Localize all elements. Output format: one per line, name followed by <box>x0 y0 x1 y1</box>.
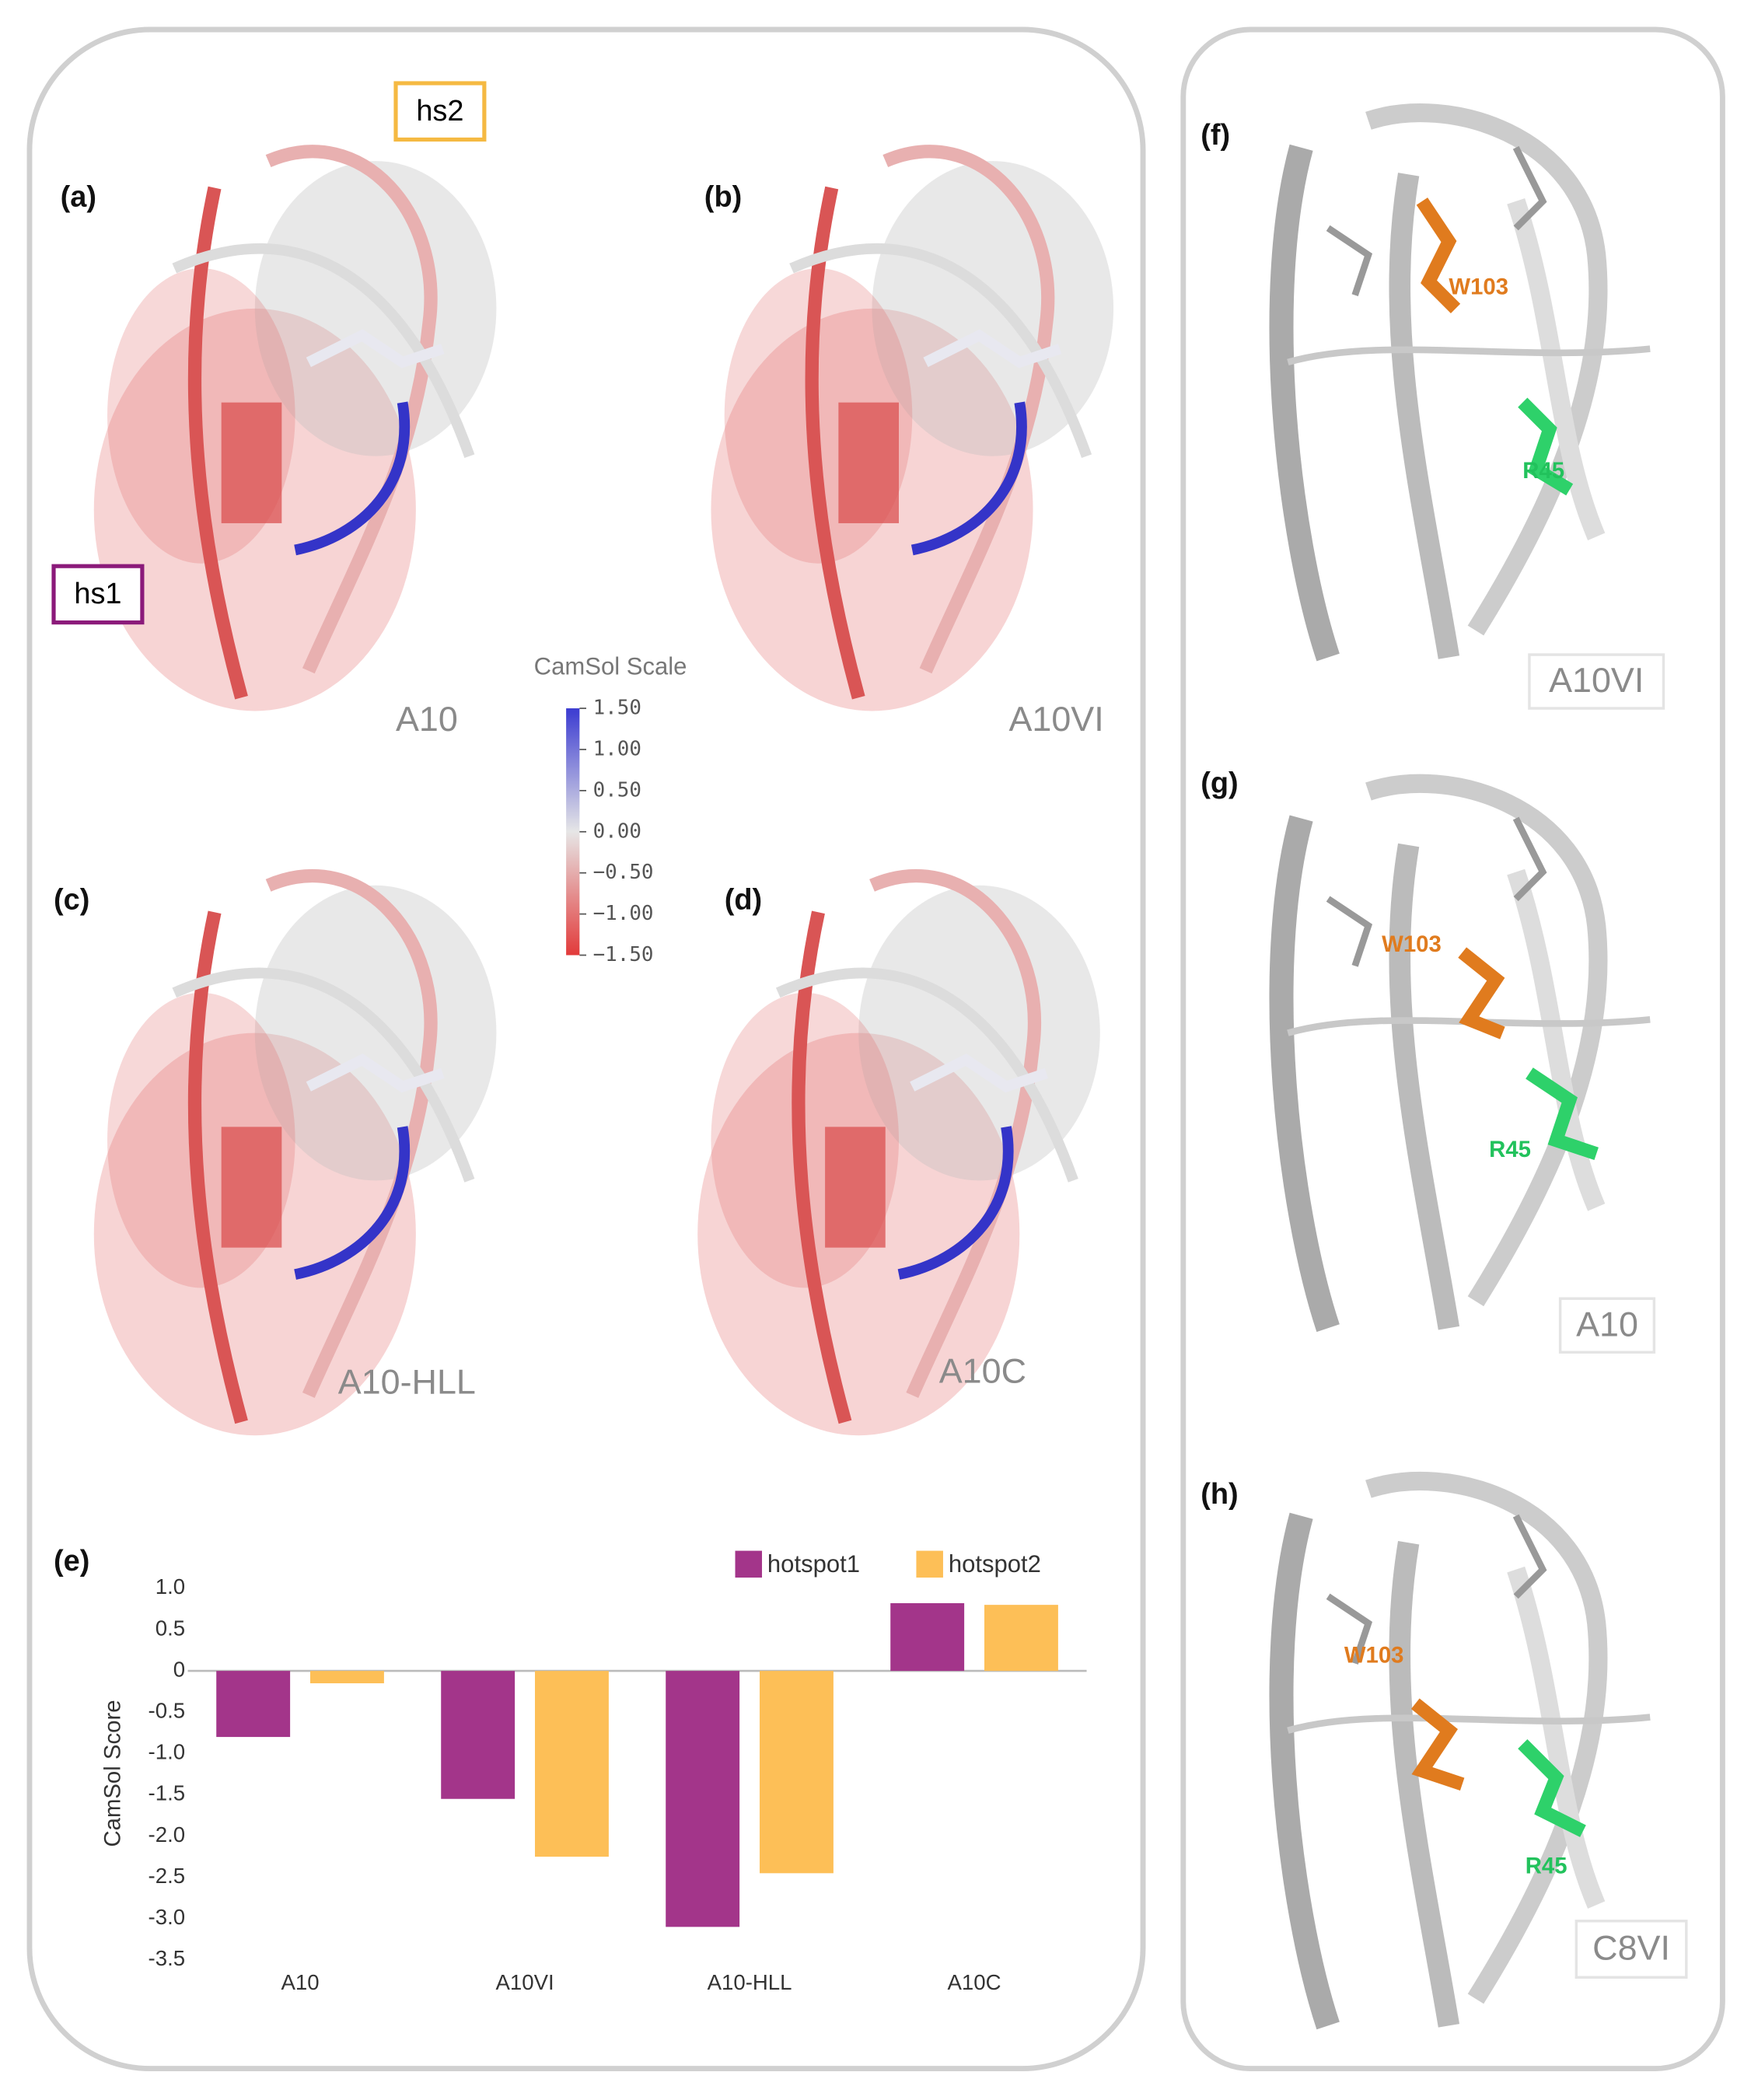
y-tick-label: -2.5 <box>149 1864 186 1888</box>
y-tick-label: -1.0 <box>149 1740 186 1764</box>
panel-label: (f) <box>1201 119 1230 152</box>
variant-name: A10C <box>939 1351 1026 1391</box>
colorbar-tick-label: 1.50 <box>593 697 641 720</box>
panel-label: (h) <box>1201 1478 1238 1511</box>
y-tick-label: -2.0 <box>149 1822 186 1847</box>
panel-frame <box>1180 26 1725 2072</box>
variant-name: A10VI <box>1549 660 1644 700</box>
colorbar-tick-label: −1.50 <box>593 943 654 966</box>
hotspot-box <box>51 564 145 625</box>
x-tick-label: A10 <box>281 1970 320 1994</box>
legend-label: hotspot2 <box>949 1550 1041 1578</box>
hotspot-label: hs1 <box>74 578 121 610</box>
y-tick-label: 1.0 <box>156 1574 185 1599</box>
variant-name: A10 <box>1576 1304 1638 1344</box>
bar <box>534 1671 609 1857</box>
protein-b <box>711 152 1113 711</box>
name-box <box>1574 1920 1688 1979</box>
colorbar-tick-label: 0.00 <box>593 819 641 843</box>
residue-label: R45 <box>1489 1137 1531 1162</box>
bar <box>309 1671 384 1684</box>
bar <box>666 1671 740 1927</box>
x-tick-label: A10-HLL <box>708 1970 792 1994</box>
x-tick-label: A10VI <box>495 1970 554 1994</box>
protein-c <box>94 876 497 1436</box>
hotspot-box <box>393 81 487 142</box>
colorbar <box>566 708 580 956</box>
residue-label: W103 <box>1449 274 1508 300</box>
bar <box>759 1671 834 1874</box>
colorbar-tick-label: 0.50 <box>593 778 641 802</box>
bar <box>216 1671 291 1738</box>
protein-f <box>1281 113 1650 657</box>
residue-label: R45 <box>1522 458 1564 484</box>
residue-label: R45 <box>1526 1854 1568 1879</box>
colorbar-tick-label: −0.50 <box>593 861 654 884</box>
y-tick-label: -1.5 <box>149 1781 186 1805</box>
panel-frame <box>26 26 1146 2072</box>
protein-d <box>697 876 1100 1436</box>
colorbar-title: CamSol Scale <box>534 652 687 680</box>
bar <box>441 1671 516 1799</box>
variant-name: A10 <box>396 699 458 739</box>
panel-label: (c) <box>54 884 89 917</box>
variant-name: C8VI <box>1592 1928 1670 1968</box>
variant-name: A10VI <box>1008 699 1103 739</box>
panel-label: (a) <box>61 180 96 213</box>
protein-a <box>94 152 497 711</box>
y-tick-label: -0.5 <box>149 1699 186 1723</box>
panel-label: (b) <box>704 180 742 213</box>
residue-label: W103 <box>1382 931 1442 957</box>
y-tick-label: -3.5 <box>149 1946 186 1970</box>
x-tick-label: A10C <box>948 1970 1001 1994</box>
colorbar-tick-label: 1.00 <box>593 737 641 760</box>
y-tick-label: -3.0 <box>149 1905 186 1929</box>
panel-label: (d) <box>725 884 762 917</box>
hotspot-label: hs2 <box>416 95 463 128</box>
residues <box>1410 197 1599 1837</box>
protein-g <box>1281 784 1650 1328</box>
bar <box>984 1605 1058 1672</box>
name-box <box>1528 653 1665 710</box>
variant-name: A10-HLL <box>338 1361 476 1401</box>
legend-label: hotspot1 <box>767 1550 860 1578</box>
y-axis-label: CamSol Score <box>100 1700 125 1847</box>
bar <box>890 1603 965 1672</box>
colorbar-tick-label: −1.00 <box>593 902 654 925</box>
legend-swatch <box>916 1550 943 1578</box>
legend-swatch <box>735 1550 763 1578</box>
residue-label: W103 <box>1344 1643 1404 1668</box>
panel-label: (g) <box>1201 767 1238 799</box>
panel-label: (e) <box>54 1545 89 1578</box>
y-tick-label: 0 <box>173 1657 185 1681</box>
y-tick-label: 0.5 <box>156 1616 185 1640</box>
name-box <box>1558 1297 1656 1354</box>
